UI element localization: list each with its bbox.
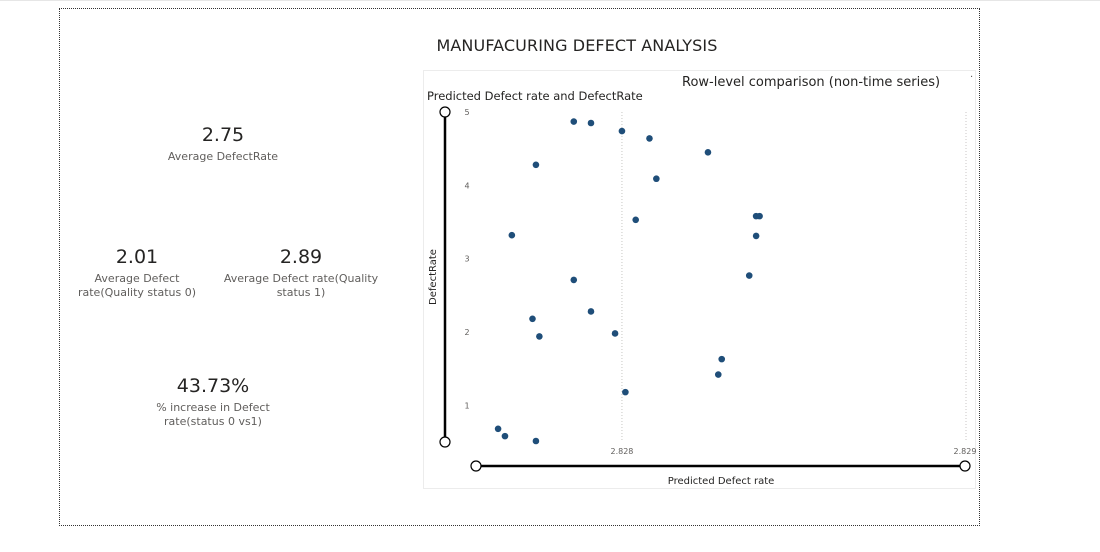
x-tick-label: 2.829 xyxy=(954,447,977,456)
scatter-point[interactable] xyxy=(718,355,726,363)
scatter-point[interactable] xyxy=(532,161,540,169)
scatter-point[interactable] xyxy=(570,118,578,125)
scatter-point[interactable] xyxy=(745,272,753,279)
y-zoom-slider-handle-top[interactable] xyxy=(439,106,451,118)
scatter-visual-container[interactable] xyxy=(423,70,976,489)
card-value: 43.73% xyxy=(176,375,250,397)
card-label: Average Defect rate(Quality status 0) xyxy=(72,272,202,300)
card-average-defectrate[interactable]: 2.75 Average DefectRate xyxy=(153,124,293,164)
x-axis-title: Predicted Defect rate xyxy=(668,476,775,487)
y-tick-label: 4 xyxy=(464,181,469,190)
scatter-point[interactable] xyxy=(570,276,578,284)
scatter-point[interactable] xyxy=(632,216,640,224)
scatter-point[interactable] xyxy=(704,149,712,156)
scatter-point[interactable] xyxy=(587,308,595,315)
visual-subtitle: Row-level comparison (non-time series) xyxy=(682,75,941,90)
card-label: % increase in Defect rate(status 0 vs1) xyxy=(143,401,283,429)
point-layer xyxy=(494,118,763,445)
card-average-defect-status1[interactable]: 2.89 Average Defect rate(Quality status … xyxy=(221,246,381,300)
card-label-line: Average Defect rate(Quality xyxy=(223,272,379,285)
scatter-point[interactable] xyxy=(529,315,536,323)
card-percent-increase[interactable]: 43.73% % increase in Defect rate(status … xyxy=(143,375,283,429)
y-tick-label: 5 xyxy=(464,108,469,117)
tick-layer: 2.828 2.829 1 2 3 4 5 xyxy=(464,108,976,456)
x-tick-label: 2.828 xyxy=(610,447,633,456)
card-label-line: rate(Quality status 0) xyxy=(77,286,197,299)
report-canvas xyxy=(59,8,980,526)
card-value: 2.89 xyxy=(279,246,323,268)
scatter-point[interactable] xyxy=(494,425,502,433)
card-label-line: rate(status 0 vs1) xyxy=(164,415,262,428)
card-average-defect-status0[interactable]: 2.01 Average Defect rate(Quality status … xyxy=(72,246,202,300)
scatter-point[interactable] xyxy=(501,432,509,440)
card-label-line: status 1) xyxy=(276,286,326,299)
scatter-point[interactable] xyxy=(646,135,653,142)
card-label: Average DefectRate xyxy=(167,150,279,163)
scatter-point[interactable] xyxy=(714,371,722,378)
scatter-point[interactable] xyxy=(587,119,595,127)
y-tick-label: 2 xyxy=(464,328,469,337)
y-tick-label: 1 xyxy=(464,401,469,410)
scatter-point[interactable] xyxy=(532,437,540,445)
scatter-point[interactable] xyxy=(508,231,516,239)
scatter-point[interactable] xyxy=(756,212,763,220)
grid-layer xyxy=(621,112,967,442)
scatter-point[interactable] xyxy=(653,175,660,183)
chart-title: Predicted Defect rate and DefectRate xyxy=(427,89,643,103)
top-divider xyxy=(0,0,1100,1)
y-tick-label: 3 xyxy=(464,255,469,264)
page-title: MANUFACURING DEFECT ANALYSIS xyxy=(436,36,718,55)
card-label: Average Defect rate(Quality status 1) xyxy=(221,272,381,300)
card-label-line: % increase in Defect xyxy=(156,401,270,414)
scatter-point[interactable] xyxy=(752,232,760,240)
card-label-line: Average Defect xyxy=(94,272,180,285)
scatter-point[interactable] xyxy=(618,127,626,135)
x-zoom-slider-handle-left[interactable] xyxy=(470,460,482,472)
visual-more-options-icon[interactable]: · xyxy=(970,72,974,83)
scatter-point[interactable] xyxy=(536,333,543,340)
y-zoom-slider-handle-bottom[interactable] xyxy=(439,436,451,448)
scatter-point[interactable] xyxy=(622,388,629,396)
scatter-point[interactable] xyxy=(611,330,619,337)
card-value: 2.75 xyxy=(201,124,245,146)
x-zoom-slider-handle-right[interactable] xyxy=(959,460,971,472)
y-axis-title: DefectRate xyxy=(428,249,439,305)
card-value: 2.01 xyxy=(115,246,159,268)
